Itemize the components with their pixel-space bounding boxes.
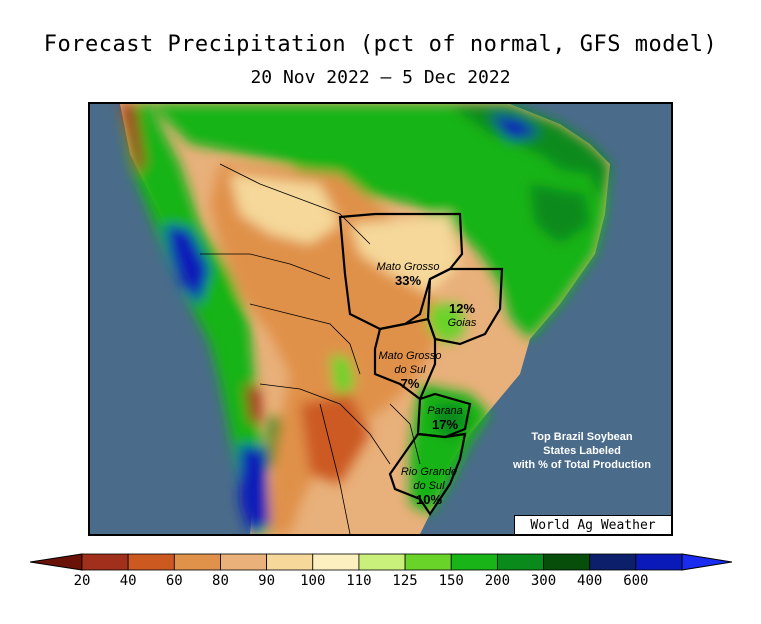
colorbar-tick-label: 60 <box>165 573 183 589</box>
state-pct: 7% <box>400 376 420 391</box>
state-name-line1: Mato Grosso <box>378 350 442 362</box>
state-label-rio-grande-do-sul: Rio Grande do Sul 10% <box>384 465 474 507</box>
colorbar-tick-label: 90 <box>258 573 276 589</box>
state-borders <box>338 212 504 516</box>
colorbar-tick-label: 110 <box>346 573 372 589</box>
colorbar-tick-label: 200 <box>484 573 511 589</box>
note-line-2: States Labeled <box>543 445 621 457</box>
colorbar-tick-label: 150 <box>438 573 464 589</box>
state-name: Goias <box>447 317 477 329</box>
chart-subtitle: 20 Nov 2022 – 5 Dec 2022 <box>250 67 511 88</box>
mato-grosso-border <box>338 212 464 331</box>
colorbar-swatch <box>543 553 591 571</box>
state-name: Parana <box>427 405 463 417</box>
colorbar-swatch <box>312 553 360 571</box>
country-borders <box>200 163 421 534</box>
colorbar-tick-label: 600 <box>623 573 649 589</box>
colorbar-swatch <box>220 553 268 571</box>
colorbar-swatch <box>635 553 683 571</box>
state-name-line2: do Sul <box>394 364 426 376</box>
colorbar-tick-label: 100 <box>300 573 326 589</box>
mato-grosso-do-sul-border <box>373 317 437 401</box>
state-name-line2: do Sul <box>413 480 445 492</box>
colorbar-tick-label: 80 <box>212 573 229 589</box>
colorbar-tick-label: 20 <box>73 573 91 589</box>
note-line-1: Top Brazil Soybean <box>531 431 633 443</box>
map-graphic <box>90 104 671 534</box>
colorbar-high-arrow <box>681 553 732 571</box>
colorbar-tick-label: 400 <box>577 573 603 589</box>
colorbar-swatch <box>266 553 314 571</box>
colorbar-swatch <box>358 553 406 571</box>
note-line-3: with % of Total Production <box>513 459 651 471</box>
state-label-goias: 12% Goias <box>427 302 497 330</box>
precipitation-map: Mato Grosso 33% 12% Goias Mato Grosso do… <box>88 102 673 536</box>
state-pct: 10% <box>415 492 443 507</box>
state-label-parana: Parana 17% <box>415 404 475 432</box>
state-label-mato-grosso-do-sul: Mato Grosso do Sul 7% <box>360 349 460 391</box>
colorbar-swatch <box>81 553 129 571</box>
colorbar-swatch <box>496 553 544 571</box>
state-name: Mato Grosso <box>376 261 440 273</box>
state-name-line1: Rio Grande <box>400 466 458 478</box>
map-note: Top Brazil Soybean States Labeled with %… <box>492 430 671 472</box>
credit-label: World Ag Weather <box>514 515 671 534</box>
state-pct: 12% <box>448 301 476 316</box>
colorbar-swatch <box>173 553 221 571</box>
colorbar-tick-label: 40 <box>119 573 137 589</box>
colorbar-swatch <box>127 553 175 571</box>
colorbar-low-arrow <box>30 553 83 571</box>
rio-grande-do-sul-border <box>388 432 467 516</box>
state-pct: 33% <box>394 273 422 288</box>
chart-title: Forecast Precipitation (pct of normal, G… <box>43 32 718 57</box>
colorbar-swatch <box>589 553 637 571</box>
colorbar-tick-label: 125 <box>392 573 418 589</box>
colorbar-tick-label: 300 <box>530 573 557 589</box>
colorbar-swatch <box>404 553 452 571</box>
state-label-mato-grosso: Mato Grosso 33% <box>358 260 458 288</box>
colorbar-swatch <box>450 553 498 571</box>
colorbar <box>30 553 732 571</box>
state-pct: 17% <box>431 417 459 432</box>
